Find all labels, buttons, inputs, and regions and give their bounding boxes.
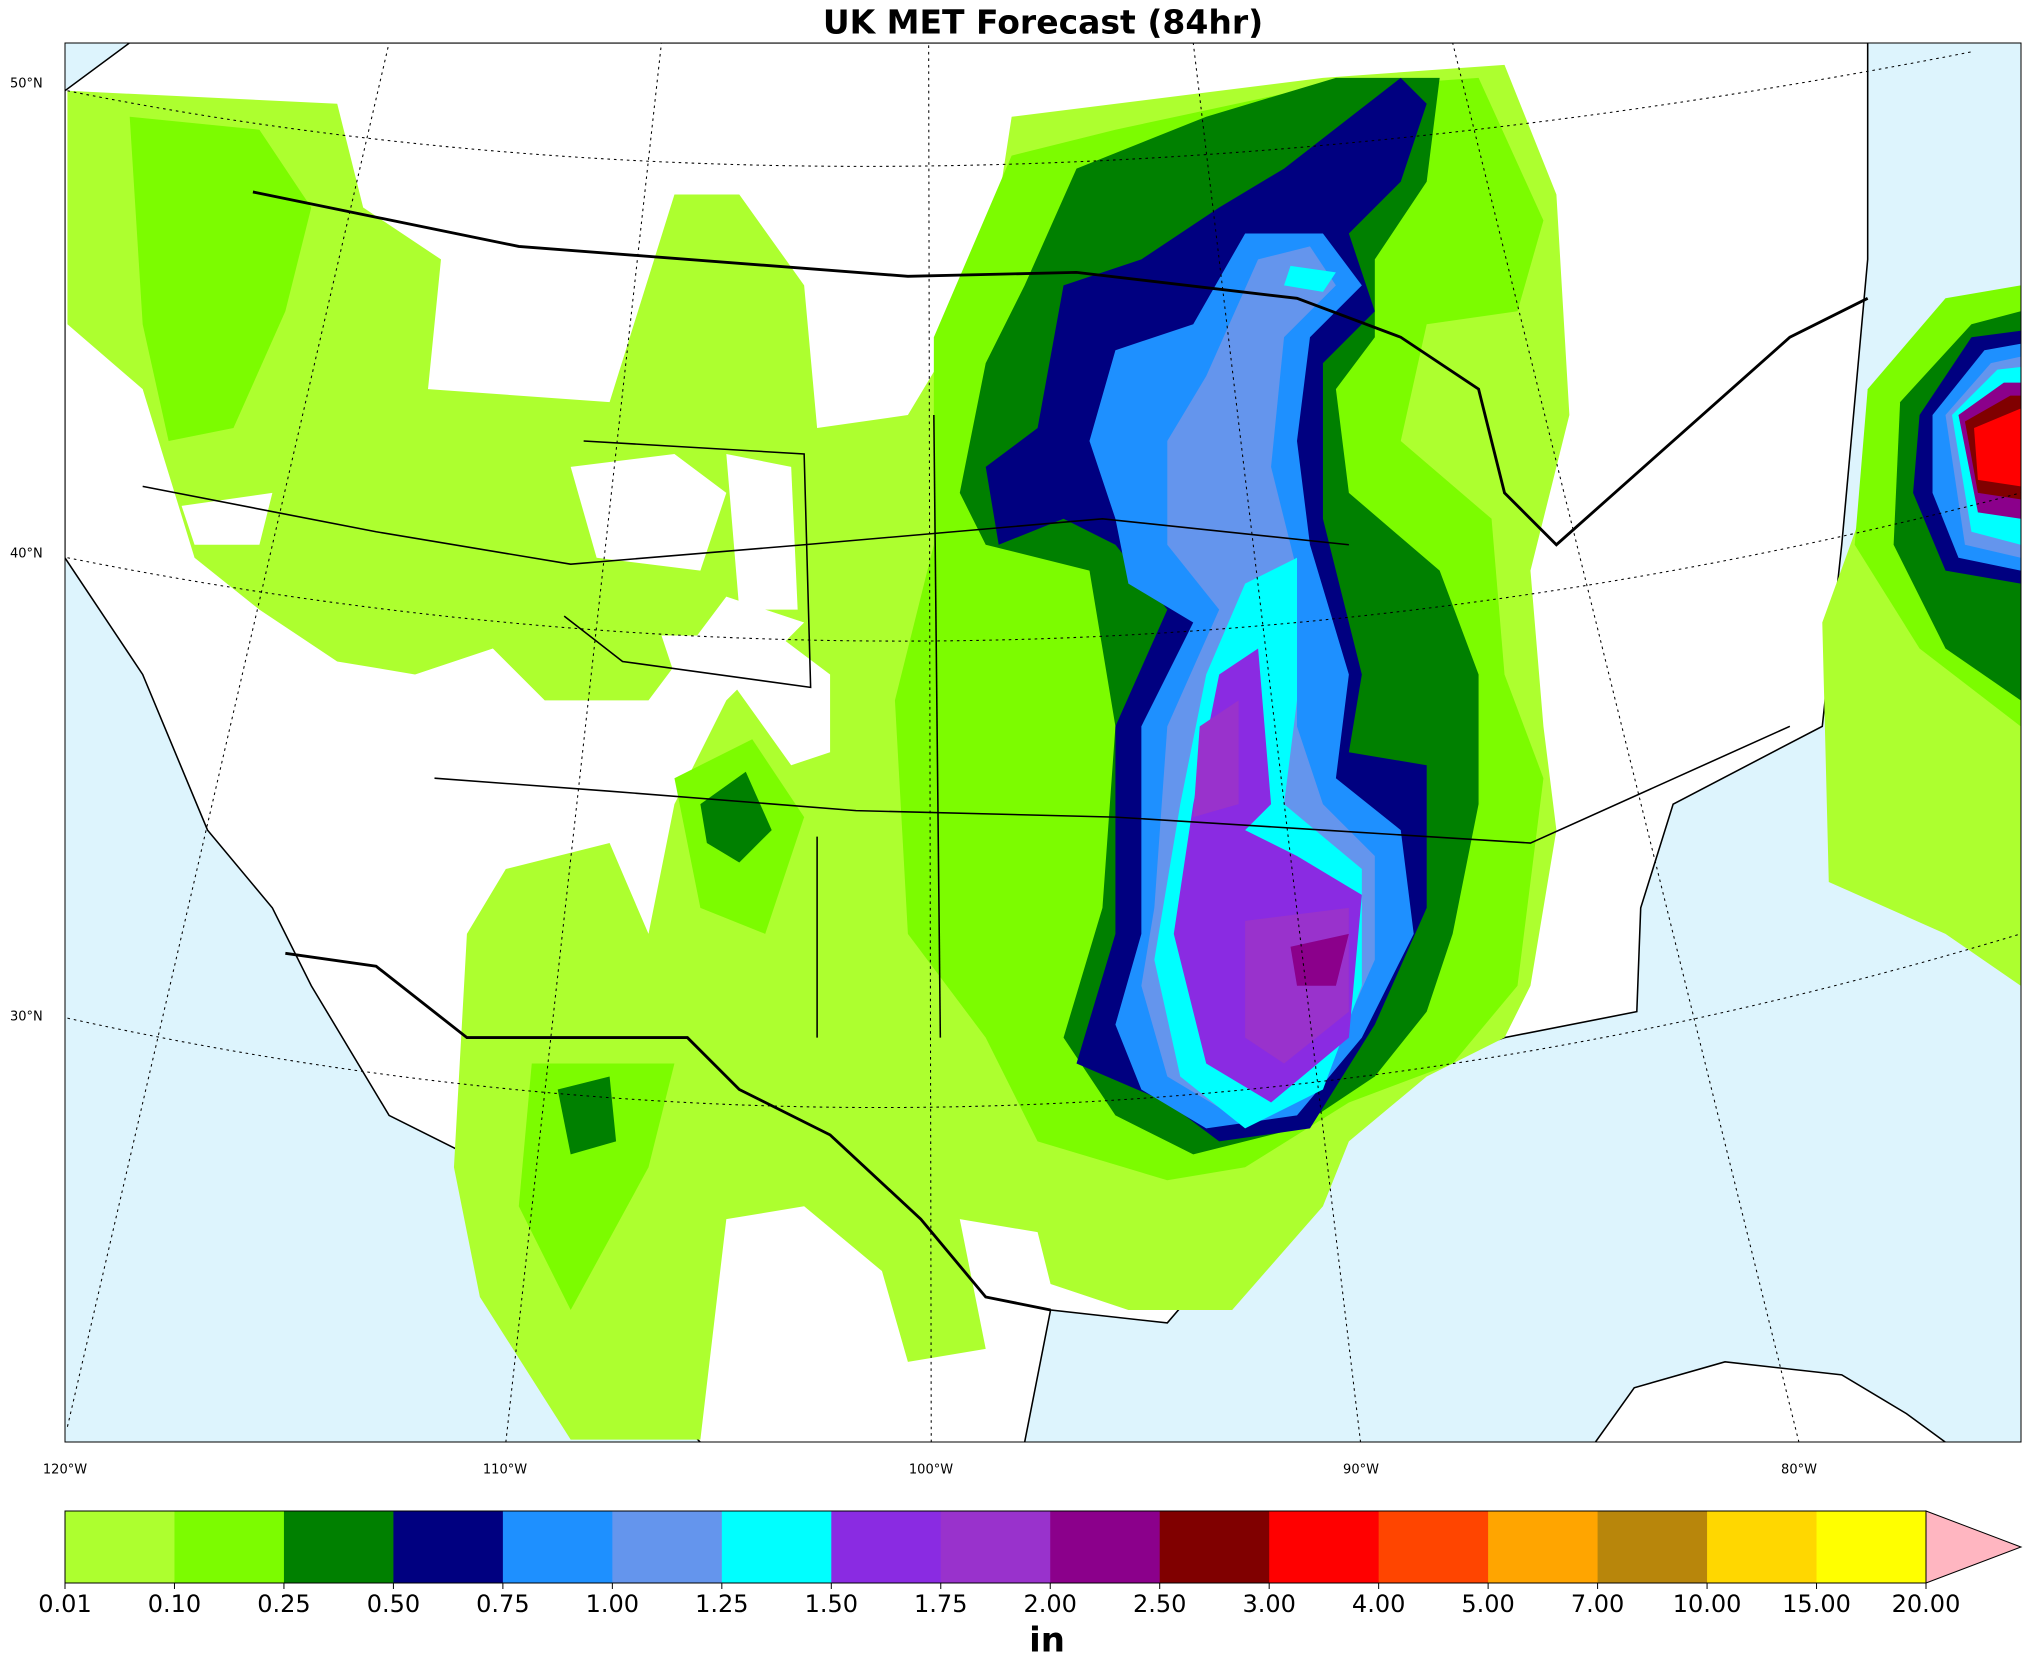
- colorbar-swatch: [721, 1511, 832, 1583]
- colorbar-tick-label: 20.00: [1892, 1590, 1961, 1618]
- colorbar-tick-label: 0.50: [367, 1590, 420, 1618]
- colorbar-tick-label: 2.00: [1024, 1590, 1077, 1618]
- colorbar-swatch: [1159, 1511, 1270, 1583]
- lat-label: 40°N: [10, 547, 43, 562]
- colorbar-swatch: [502, 1511, 613, 1583]
- colorbar-tick-label: 1.75: [914, 1590, 967, 1618]
- colorbar-tick-label: 1.50: [805, 1590, 858, 1618]
- lon-label: 120°W: [43, 1463, 87, 1478]
- colorbar-tick-label: 0.10: [148, 1590, 201, 1618]
- colorbar-tick-label: 4.00: [1352, 1590, 1405, 1618]
- colorbar-swatch: [1816, 1511, 1927, 1583]
- colorbar-swatch: [65, 1511, 175, 1583]
- colorbar-swatch: [612, 1511, 723, 1583]
- colorbar-frame: [64, 1510, 1927, 1584]
- colorbar-swatch: [1050, 1511, 1161, 1583]
- colorbar-extend: [1925, 1510, 2023, 1584]
- colorbar-tick-label: 1.00: [586, 1590, 639, 1618]
- colorbar-swatch: [1488, 1511, 1599, 1583]
- lat-label: 50°N: [10, 77, 43, 92]
- colorbar-swatch: [283, 1511, 394, 1583]
- colorbar-swatch: [1707, 1511, 1818, 1583]
- lon-label: 100°W: [909, 1463, 953, 1478]
- map: [65, 43, 2021, 1442]
- colorbar-tick-label: 0.25: [257, 1590, 310, 1618]
- colorbar: 0.01 0.10 0.25 0.50 0.75 1.00 1.25 1.50 1.75 2.00…: [38, 1510, 2023, 1618]
- colorbar-swatch: [940, 1511, 1051, 1583]
- colorbar-swatch: [174, 1511, 285, 1583]
- colorbar-tick-label: 15.00: [1782, 1590, 1851, 1618]
- colorbar-swatch: [1378, 1511, 1489, 1583]
- lat-label: 30°N: [10, 1010, 43, 1025]
- colorbar-swatch: [1269, 1511, 1380, 1583]
- colorbar-tick-label: 7.00: [1571, 1590, 1624, 1618]
- lon-label: 90°W: [1343, 1463, 1379, 1478]
- title: UK MET Forecast (84hr): [823, 3, 1263, 42]
- colorbar-tick-label: 3.00: [1242, 1590, 1295, 1618]
- colorbar-tick-label: 0.01: [38, 1590, 91, 1618]
- colorbar-swatch: [831, 1511, 942, 1583]
- lon-label: 110°W: [483, 1463, 527, 1478]
- map-frame: [64, 42, 2022, 1443]
- colorbar-tick-label: 5.00: [1461, 1590, 1514, 1618]
- colorbar-tick-label: 0.75: [476, 1590, 529, 1618]
- colorbar-unit: in: [1029, 1621, 1065, 1661]
- lon-label: 80°W: [1781, 1463, 1817, 1478]
- colorbar-tick-label: 10.00: [1673, 1590, 1742, 1618]
- colorbar-swatch: [393, 1511, 504, 1583]
- colorbar-tick-label: 1.25: [695, 1590, 748, 1618]
- colorbar-tick-label: 2.50: [1133, 1590, 1186, 1618]
- colorbar-swatch: [1597, 1511, 1708, 1583]
